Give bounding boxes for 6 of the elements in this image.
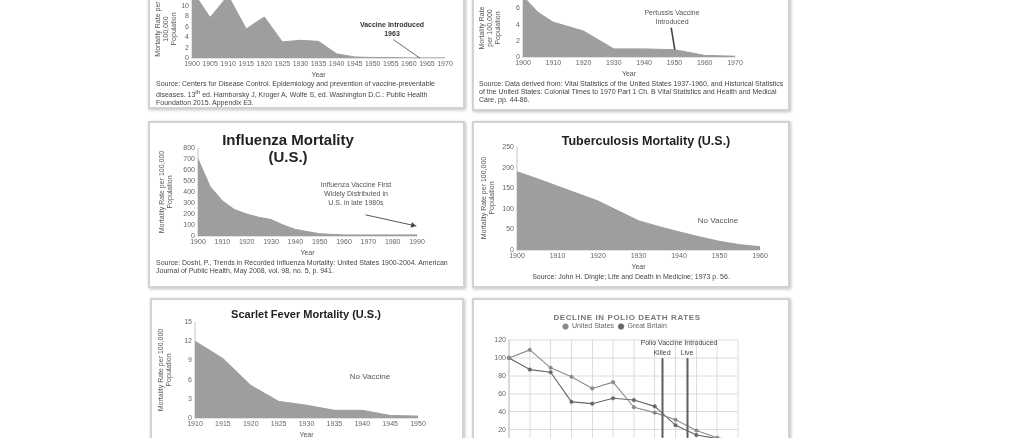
annotation: No Vaccine	[349, 372, 391, 382]
chart-title: Scarlet Fever Mortality (U.S.)	[231, 308, 381, 321]
chart-title: DECLINE IN POLIO DEATH RATES	[553, 313, 701, 323]
chart-title: Influenza Mortality (U.S.)	[222, 131, 354, 165]
chart-title: Tuberculosis Mortality (U.S.)	[561, 134, 731, 148]
annotation: No Vaccine	[697, 216, 739, 226]
